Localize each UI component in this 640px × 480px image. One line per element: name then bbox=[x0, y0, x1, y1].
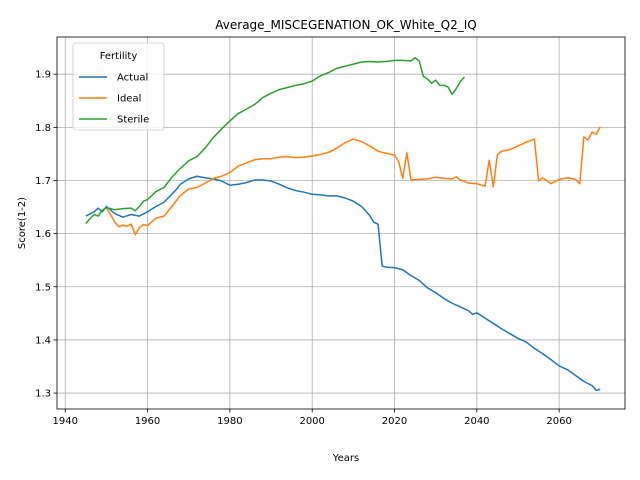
x-axis-title: Years bbox=[332, 453, 359, 464]
plot-area: 1940 1960 1980 2000 2020 2040 2060 1.3 1.4 1.5 1.6… bbox=[35, 36, 626, 427]
x-tick-label: 1980 bbox=[217, 416, 242, 427]
legend-box bbox=[72, 42, 165, 131]
x-tick-label: 2060 bbox=[546, 416, 571, 427]
x-tick-label: 2040 bbox=[464, 416, 489, 427]
axes-frame bbox=[56, 36, 626, 410]
series-line-ideal bbox=[105, 126, 601, 236]
y-axis-title: Score(1-2) bbox=[17, 197, 28, 249]
x-tick-label: 2020 bbox=[382, 416, 407, 427]
x-tick-label: 2000 bbox=[299, 416, 324, 427]
legend-title: Fertility bbox=[100, 51, 138, 62]
y-tick-label: 1.8 bbox=[35, 123, 51, 134]
x-tick-label: 1960 bbox=[135, 416, 160, 427]
series-line-actual bbox=[85, 175, 601, 392]
y-tick-label: 1.3 bbox=[35, 389, 51, 400]
y-tick-label: 1.9 bbox=[35, 70, 51, 81]
legend-label-sterile: Sterile bbox=[117, 115, 149, 126]
legend-label-actual: Actual bbox=[117, 73, 148, 84]
y-tick-label: 1.5 bbox=[35, 282, 51, 293]
chart-title: Average_MISCEGENATION_OK_White_Q2_IQ bbox=[215, 18, 476, 32]
y-tick-label: 1.7 bbox=[35, 176, 51, 187]
x-tick-label: 1940 bbox=[53, 416, 78, 427]
legend-label-ideal: Ideal bbox=[117, 94, 141, 105]
y-tick-label: 1.4 bbox=[35, 335, 51, 346]
series-line-sterile bbox=[85, 56, 466, 225]
y-tick-label: 1.6 bbox=[35, 229, 51, 240]
